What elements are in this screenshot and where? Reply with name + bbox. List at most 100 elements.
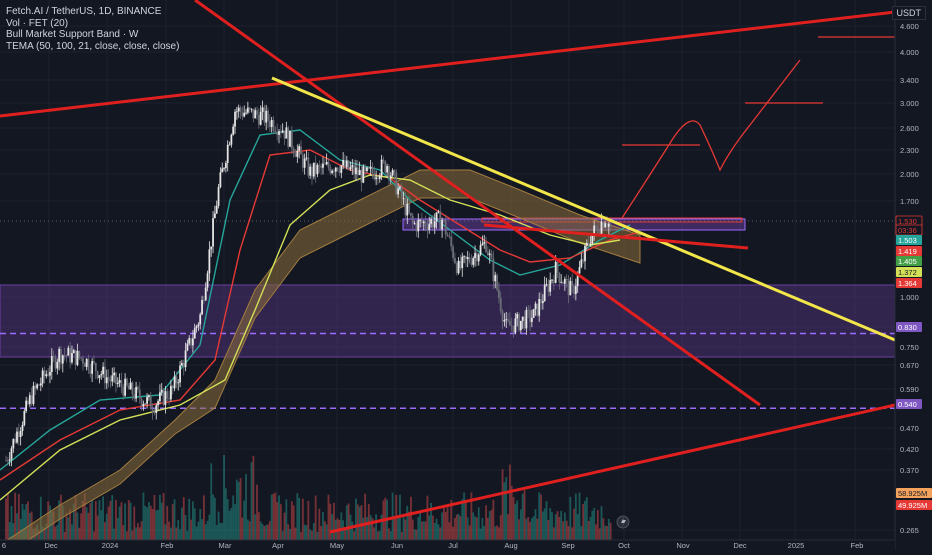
candle-body bbox=[239, 107, 242, 113]
volume-bar bbox=[508, 464, 511, 540]
candle-body bbox=[433, 221, 436, 228]
volume-bar bbox=[146, 507, 148, 540]
price-badge-label: 58.925M bbox=[898, 489, 927, 498]
volume-bar bbox=[415, 529, 418, 540]
candle-body bbox=[149, 395, 152, 410]
volume-bar bbox=[576, 514, 579, 540]
candle-body bbox=[606, 223, 608, 227]
volume-bar bbox=[38, 529, 40, 540]
volume-bar bbox=[276, 502, 279, 540]
volume-bar bbox=[182, 497, 185, 540]
volume-bar bbox=[569, 496, 572, 540]
volume-bar bbox=[173, 499, 176, 540]
bmsb-indicator-label[interactable]: Bull Market Support Band · W bbox=[6, 29, 139, 40]
candle-body bbox=[349, 167, 352, 170]
time-tick-label: Aug bbox=[504, 541, 517, 550]
candle-body bbox=[202, 299, 205, 301]
volume-bar bbox=[122, 525, 125, 540]
candle-body bbox=[43, 370, 46, 377]
price-badge-label: 03:36 bbox=[898, 226, 917, 235]
candle-body bbox=[8, 459, 11, 461]
volume-bar bbox=[111, 495, 114, 540]
candle-body bbox=[602, 221, 605, 228]
volume-bar bbox=[8, 522, 11, 540]
candle-body bbox=[380, 159, 383, 176]
candle-body bbox=[563, 278, 566, 284]
price-tick-label: 0.590 bbox=[900, 385, 919, 394]
volume-bars bbox=[5, 454, 612, 540]
candle-body bbox=[342, 160, 345, 166]
candle-body bbox=[41, 370, 44, 384]
volume-bar bbox=[486, 517, 489, 540]
candle-body bbox=[27, 400, 29, 405]
candle-body bbox=[338, 170, 341, 173]
candle-body bbox=[585, 242, 588, 246]
candle-body bbox=[421, 219, 423, 224]
volume-bar bbox=[532, 516, 535, 540]
price-tick-label: 0.370 bbox=[900, 466, 919, 475]
trendline-short-red bbox=[483, 223, 749, 250]
candle-body bbox=[45, 374, 48, 377]
currency-unit-button[interactable]: USDT bbox=[891, 6, 926, 20]
volume-bar bbox=[496, 525, 498, 540]
volume-bar bbox=[82, 501, 84, 540]
candle-body bbox=[237, 107, 240, 112]
volume-bar bbox=[283, 512, 286, 540]
volume-bar bbox=[463, 492, 465, 540]
candle-body bbox=[193, 328, 196, 339]
symbol-title[interactable]: Fetch.AI / TetherUS, 1D, BINANCE bbox=[6, 6, 162, 17]
candle-body bbox=[5, 460, 7, 462]
volume-bar bbox=[23, 509, 26, 540]
candle-body bbox=[126, 378, 128, 386]
volume-bar bbox=[424, 521, 427, 540]
candle-body bbox=[184, 350, 187, 368]
volume-bar bbox=[290, 501, 293, 540]
candle-body bbox=[463, 256, 465, 258]
volume-bar bbox=[540, 494, 542, 540]
volume-bar bbox=[593, 508, 596, 540]
volume-bar bbox=[105, 513, 108, 540]
volume-bar bbox=[223, 454, 225, 540]
replay-bolt-icon[interactable] bbox=[616, 515, 630, 529]
candle-body bbox=[551, 279, 553, 281]
candle-body bbox=[98, 375, 101, 379]
candle-body bbox=[142, 404, 145, 407]
candle-body bbox=[190, 338, 192, 346]
candle-body bbox=[146, 397, 148, 404]
volume-bar bbox=[54, 526, 57, 540]
trendline-descending-yellow bbox=[271, 76, 896, 342]
candle-body bbox=[65, 355, 68, 357]
volume-bar bbox=[80, 513, 83, 540]
volume-bar bbox=[400, 531, 403, 540]
volume-bar bbox=[303, 524, 306, 540]
volume-bar bbox=[19, 518, 22, 540]
volume-bar bbox=[448, 522, 451, 540]
volume-bar bbox=[443, 505, 445, 540]
candle-body bbox=[362, 166, 365, 183]
candle-body bbox=[281, 130, 284, 133]
volume-bar bbox=[16, 513, 18, 540]
candle-body bbox=[501, 311, 504, 322]
price-badge-label: 1.405 bbox=[898, 257, 917, 266]
volume-bar bbox=[256, 484, 258, 540]
volume-bar bbox=[50, 512, 53, 540]
volume-bar bbox=[549, 508, 552, 540]
price-badge-label: 1.530 bbox=[898, 217, 917, 226]
volume-bar bbox=[76, 512, 79, 540]
candle-body bbox=[569, 281, 572, 296]
tema-indicator-label[interactable]: TEMA (50, 100, 21, close, close, close) bbox=[6, 40, 180, 52]
volume-bar bbox=[378, 530, 381, 540]
volume-bar bbox=[563, 512, 566, 540]
candle-body bbox=[182, 363, 185, 368]
volume-bar bbox=[397, 516, 400, 540]
volume-bar bbox=[468, 525, 471, 540]
candle-body bbox=[294, 153, 297, 157]
volume-bar bbox=[159, 494, 161, 540]
volume-indicator-label[interactable]: Vol · FET (20) bbox=[6, 17, 69, 29]
candle-body bbox=[432, 219, 434, 228]
trendline-descending-red bbox=[194, 0, 761, 407]
volume-bar bbox=[278, 495, 280, 540]
candle-body bbox=[208, 249, 211, 274]
